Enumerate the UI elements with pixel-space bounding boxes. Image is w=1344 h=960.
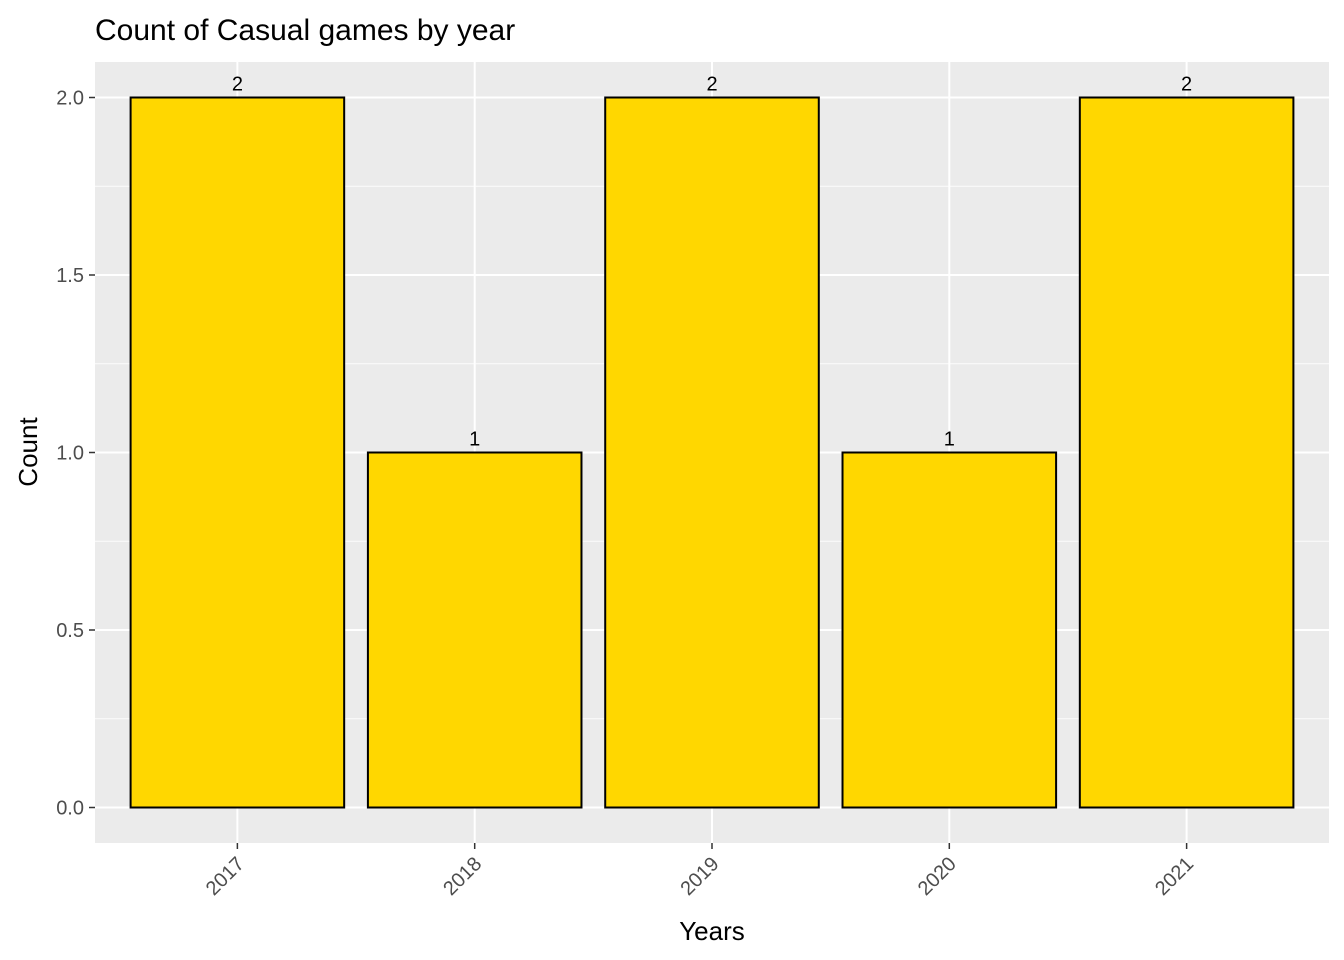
bar-2019 (604, 96, 820, 809)
x-tick-label: 2017 (202, 853, 249, 900)
data-labels: 2 1 2 1 2 (232, 74, 1192, 451)
y-tick-label: 0.5 (56, 620, 84, 642)
bar-2020 (841, 451, 1058, 809)
x-axis-title: Years (679, 916, 745, 946)
data-label-2020: 1 (944, 429, 955, 451)
y-tick-label: 1.5 (56, 265, 84, 287)
data-label-2018: 1 (469, 429, 480, 451)
y-axis-title: Count (13, 417, 43, 487)
x-tick-label: 2021 (1151, 853, 1198, 900)
y-tick-label: 1.0 (56, 443, 84, 465)
bar-2018 (366, 451, 583, 809)
x-tick-label: 2018 (439, 853, 486, 900)
data-label-2019: 2 (706, 74, 717, 96)
chart-title: Count of Casual games by year (95, 14, 515, 47)
bar-2017 (129, 96, 346, 809)
data-label-2021: 2 (1181, 74, 1192, 96)
x-axis: 2017 2018 2019 2020 2021 (202, 843, 1198, 900)
bars (129, 96, 1295, 809)
x-tick-label: 2019 (677, 853, 724, 900)
y-axis: 0.0 0.5 1.0 1.5 2.0 (56, 88, 95, 820)
y-tick-label: 2.0 (56, 88, 84, 110)
data-label-2017: 2 (232, 74, 243, 96)
x-tick-label: 2020 (914, 853, 961, 900)
bar-2021 (1078, 96, 1295, 809)
y-tick-label: 0.0 (56, 798, 84, 820)
